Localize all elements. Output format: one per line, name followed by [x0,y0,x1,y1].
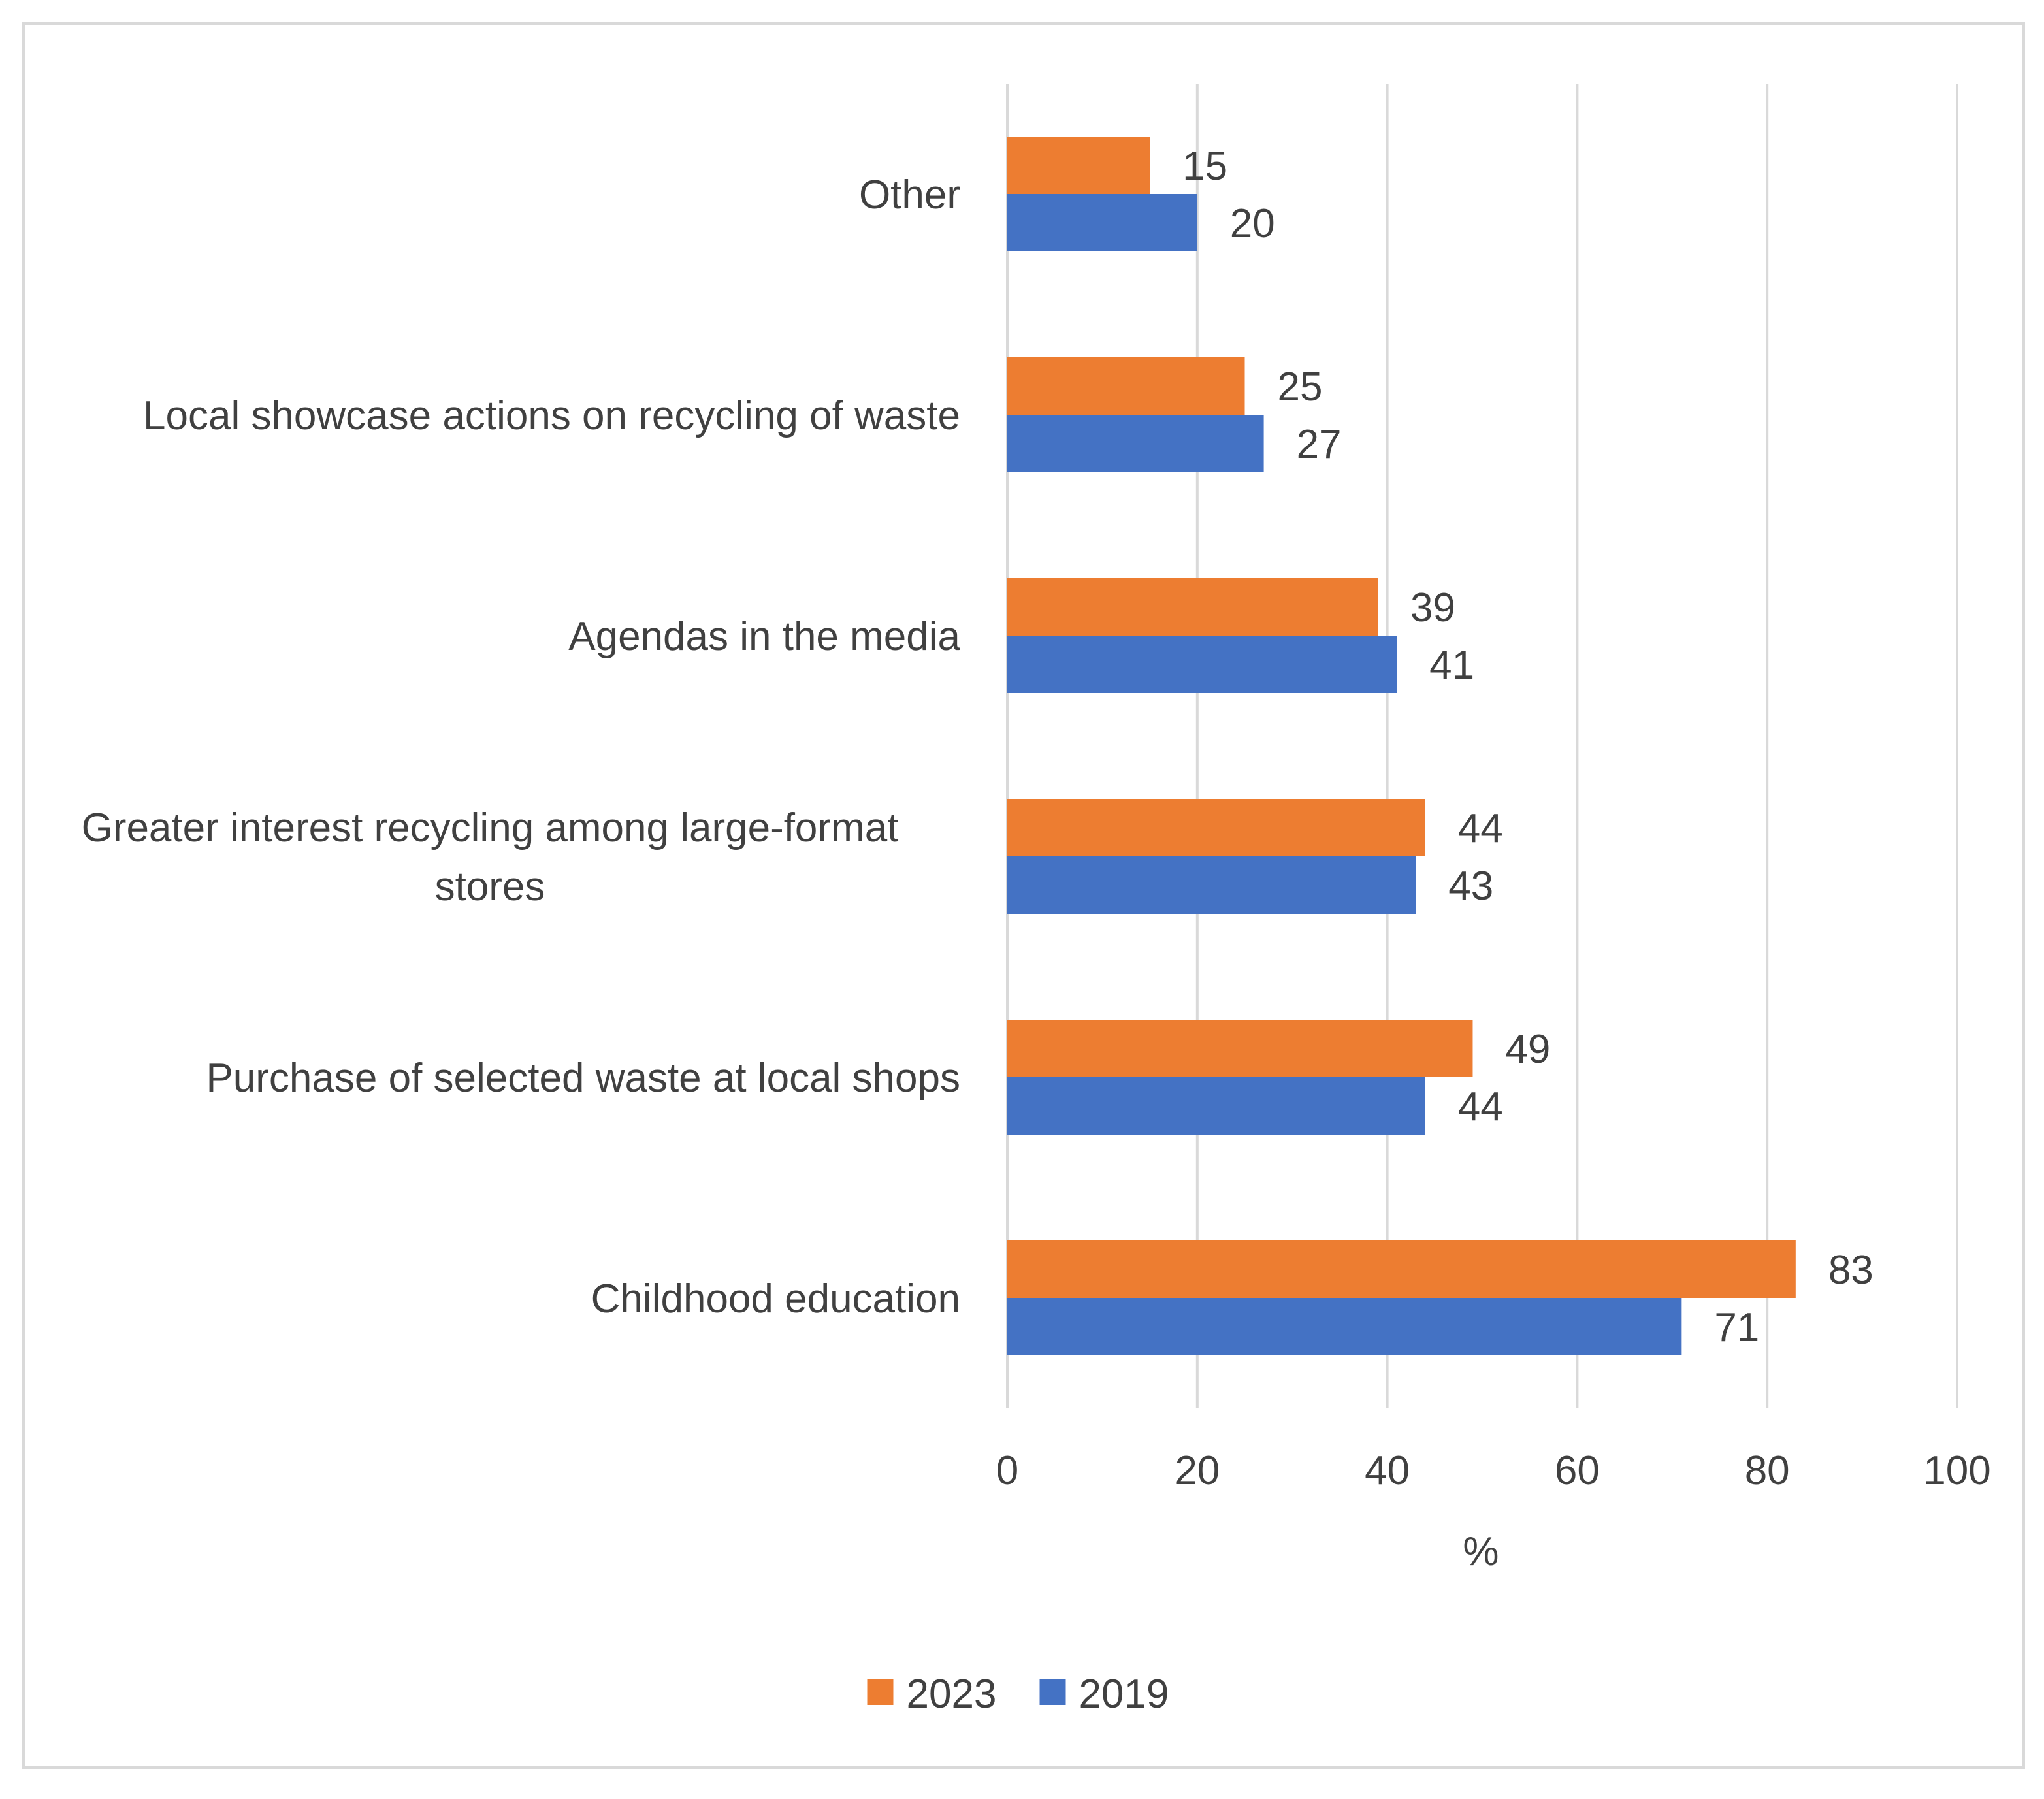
data-label-2023-4: 44 [1458,806,1503,851]
bar-2019-4 [1007,856,1416,914]
data-label-2019-2: 27 [1297,422,1342,467]
x-axis-title: % [1463,1529,1499,1574]
legend-label-2023: 2023 [907,1672,997,1717]
category-label-3: Agendas in the media [568,614,960,659]
bar-2019-3 [1007,636,1397,693]
x-tick-label-100: 100 [1923,1448,1990,1493]
category-label-line: Greater interest recycling among large-f… [82,805,899,851]
category-label-4: Greater interest recycling among large-f… [82,805,899,909]
data-label-2019-3: 41 [1429,643,1474,688]
data-label-2023-3: 39 [1410,585,1455,630]
data-label-2023-5: 49 [1505,1027,1550,1072]
bar-2019-2 [1007,415,1264,472]
category-label-6: Childhood education [591,1276,960,1321]
category-label-line: stores [435,864,545,909]
bar-2023-6 [1007,1240,1796,1298]
bar-2023-1 [1007,137,1150,194]
data-label-2019-4: 43 [1448,864,1493,909]
bar-2019-1 [1007,194,1197,251]
data-label-2019-5: 44 [1458,1084,1503,1129]
data-label-2023-1: 15 [1182,144,1227,189]
bars [1007,137,1796,1355]
data-label-2023-2: 25 [1278,365,1323,410]
legend-label-2019: 2019 [1079,1672,1169,1717]
data-label-2019-1: 20 [1230,201,1275,246]
category-label-2: Local showcase actions on recycling of w… [143,393,960,438]
bar-2023-4 [1007,799,1425,856]
bar-2023-2 [1007,357,1245,415]
x-tick-label-80: 80 [1745,1448,1790,1493]
category-label-1: Other [859,172,960,218]
category-label-5: Purchase of selected waste at local shop… [206,1056,960,1101]
bar-2019-6 [1007,1298,1682,1355]
legend-swatch-2023 [867,1679,894,1705]
bar-2023-5 [1007,1020,1473,1077]
bar-2023-3 [1007,578,1378,636]
gridlines [1006,84,1958,1408]
x-tick-label-20: 20 [1175,1448,1220,1493]
data-label-2019-6: 71 [1714,1305,1759,1350]
x-tick-labels: 0 20 40 60 80 100 [996,1448,1991,1493]
legend-swatch-2019 [1039,1679,1066,1705]
x-tick-label-0: 0 [996,1448,1018,1493]
bar-2019-5 [1007,1077,1425,1135]
data-label-2023-6: 83 [1828,1248,1874,1293]
category-labels: Other Local showcase actions on recycling… [82,172,961,1321]
legend: 2023 2019 [867,1672,1169,1717]
x-tick-label-40: 40 [1365,1448,1410,1493]
x-tick-label-60: 60 [1555,1448,1600,1493]
